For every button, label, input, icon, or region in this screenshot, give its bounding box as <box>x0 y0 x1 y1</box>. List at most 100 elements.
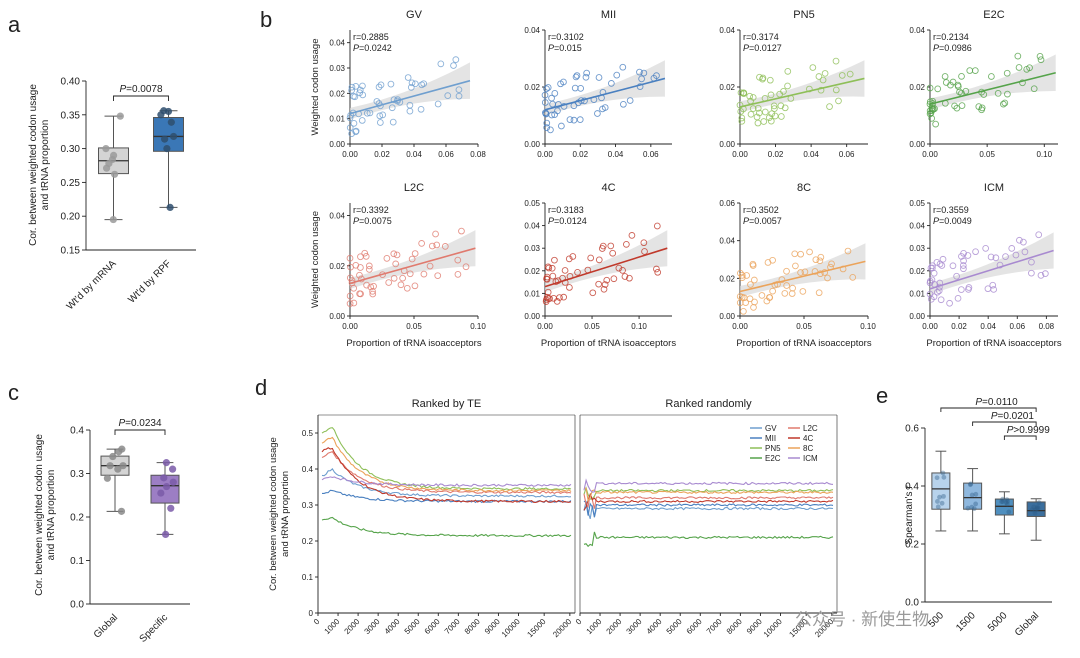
scatter-point <box>771 281 779 289</box>
x-tick-label: Specific <box>138 612 171 645</box>
stat-p-value: =0.0201 <box>997 411 1034 422</box>
scatter-point <box>566 116 574 123</box>
p-value-label: P=0.0124 <box>548 216 587 226</box>
x-tick-label: 0.05 <box>406 322 422 331</box>
scatter-point <box>388 104 396 112</box>
scatter-point <box>1014 52 1022 60</box>
y-tick-label: 0.3 <box>70 469 84 480</box>
scatter-point <box>738 271 746 279</box>
scatter-point <box>418 240 425 247</box>
scatter-subplot-8C: 0.00 0.02 0.04 0.06 0.00 0.05 0.10 8C r=0.3502P=… <box>719 182 876 349</box>
scatter-point <box>543 85 550 93</box>
scatter-point <box>654 268 662 276</box>
scatter-point <box>554 107 561 115</box>
scatter-point <box>574 268 581 276</box>
scatter-point <box>619 63 627 71</box>
scatter-subplot-L2C: 0.00 0.02 0.04 0.00 0.05 0.10 L2C r=0.3392P=0.0… <box>310 182 486 349</box>
stat-p-symbol: P <box>548 43 554 53</box>
subplot-title: 8C <box>797 182 811 194</box>
scatter-point <box>545 264 553 272</box>
scatter-point <box>747 281 754 288</box>
scatter-point <box>824 274 831 282</box>
scatter-point <box>376 119 384 126</box>
scatter-point <box>1020 238 1027 246</box>
scatter-point <box>957 286 965 293</box>
scatter-point <box>960 265 967 273</box>
scatter-point <box>346 274 354 282</box>
x-tick-label: 6000 <box>423 617 442 636</box>
scatter-point <box>1021 248 1029 256</box>
scatter-point <box>1015 64 1023 71</box>
scatter-point <box>571 84 579 92</box>
data-point <box>102 145 110 153</box>
scatter-point <box>760 118 768 125</box>
scatter-point <box>361 249 369 257</box>
scatter-point <box>406 270 414 278</box>
scatter-point <box>347 111 355 119</box>
x-tick-label: 0.00 <box>342 322 358 331</box>
scatter-point <box>937 296 945 304</box>
scatter-point <box>990 286 998 293</box>
scatter-point <box>749 105 757 112</box>
scatter-point <box>589 289 597 297</box>
x-tick-label: 0.04 <box>803 150 819 159</box>
x-tick-label: 10000 <box>500 617 522 639</box>
data-point <box>169 132 178 141</box>
scatter-point <box>941 73 949 80</box>
scatter-point <box>385 279 393 286</box>
y-title-line2: and tRNA proportion <box>40 120 51 211</box>
scatter-point <box>821 70 829 77</box>
x-tick-label: 3000 <box>625 617 644 636</box>
scatter-point <box>452 56 460 64</box>
y-tick-label: 0.00 <box>909 140 925 149</box>
x-tick-label: 5000 <box>403 617 422 636</box>
scatter-point <box>736 101 744 109</box>
scatter-point <box>819 76 827 84</box>
scatter-point <box>598 245 606 252</box>
series-line-MII <box>583 500 834 517</box>
data-point <box>116 112 124 120</box>
series-line-E2C <box>321 516 572 538</box>
data-point <box>1005 499 1011 504</box>
scatter-point <box>350 92 357 100</box>
scatter-point <box>939 255 947 263</box>
stat-p-value: =0.0110 <box>982 397 1018 408</box>
data-point <box>118 445 126 453</box>
scatter-point <box>587 254 595 262</box>
scatter-point <box>747 110 755 118</box>
scatter-point <box>393 251 401 259</box>
scatter-point <box>636 83 644 90</box>
data-point <box>160 474 168 482</box>
scatter-point <box>1026 64 1033 72</box>
scatter-point <box>577 85 585 92</box>
scatter-point <box>607 242 615 250</box>
scatter-point <box>557 80 564 88</box>
scatter-point <box>626 274 633 282</box>
scatter-point <box>544 263 552 271</box>
x-tick-label: 0.00 <box>922 150 938 159</box>
data-point <box>1006 509 1012 515</box>
data-point <box>157 489 165 497</box>
y-tick-label: 0.0 <box>905 598 919 609</box>
scatter-point <box>541 91 549 99</box>
y-tick-label: 0.00 <box>524 312 540 321</box>
y-tick-label: 0.02 <box>719 274 735 283</box>
data-point <box>973 491 979 497</box>
y-axis-title: Weighted codon usage <box>310 211 321 308</box>
scatter-point <box>749 260 757 268</box>
y-tick-label: 0.05 <box>524 199 540 208</box>
confidence-band <box>930 232 1054 295</box>
scatter-point <box>1036 52 1044 60</box>
scatter-point <box>428 242 436 250</box>
legend-label: 8C <box>803 444 813 453</box>
scatter-point <box>362 253 370 260</box>
x-tick-label: 4000 <box>645 617 664 636</box>
scatter-point <box>550 294 558 302</box>
scatter-point <box>750 304 757 311</box>
p-value-label: P>0.9999 <box>1007 425 1051 436</box>
data-point <box>119 462 127 470</box>
scatter-point <box>1030 85 1038 93</box>
scatter-point <box>397 281 405 289</box>
scatter-point <box>835 97 842 105</box>
